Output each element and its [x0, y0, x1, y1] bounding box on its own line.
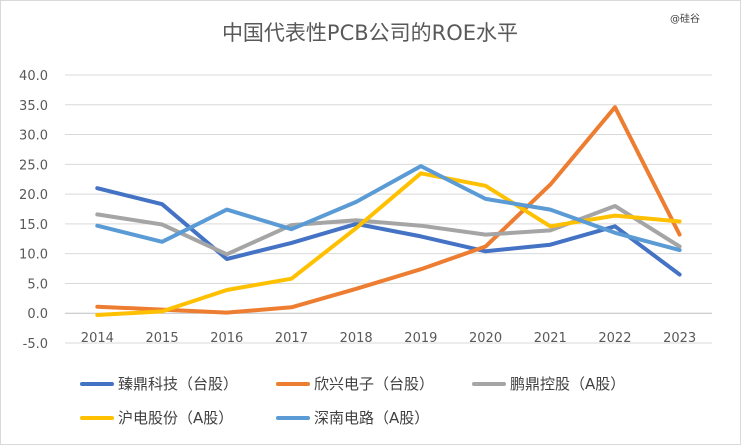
y-tick-label: -5.0 [23, 337, 48, 352]
y-tick-label: 35.0 [19, 99, 48, 114]
legend: 臻鼎科技（台股） 欣兴电子（台股） 鹏鼎控股（A股） 沪电股份（A股） 深南电路（A股） [80, 375, 625, 427]
y-tick-label: 10.0 [19, 248, 48, 263]
legend-item: 沪电股份（A股） [80, 409, 233, 427]
x-axis-ticks: 2014 2015 2016 2017 2018 2019 2020 2021 2022 2023 [81, 331, 696, 346]
x-tick-label: 2023 [663, 331, 696, 346]
legend-item: 深南电路（A股） [276, 409, 429, 427]
series-line [95, 164, 682, 253]
legend-label: 臻鼎科技（台股） [118, 375, 238, 393]
x-tick-label: 2022 [598, 331, 631, 346]
legend-label: 沪电股份（A股） [118, 409, 233, 427]
series-line [95, 204, 682, 257]
y-tick-label: 15.0 [19, 218, 48, 233]
y-tick-label: 40.0 [19, 69, 48, 84]
series-line [95, 186, 682, 277]
y-tick-label: 5.0 [27, 277, 48, 292]
chart-title: 中国代表性PCB公司的ROE水平 [222, 21, 518, 45]
legend-item: 鹏鼎控股（A股） [472, 375, 625, 393]
watermark: @硅谷 [670, 12, 700, 25]
legend-label: 鹏鼎控股（A股） [510, 375, 625, 393]
legend-item: 臻鼎科技（台股） [80, 375, 238, 393]
x-tick-label: 2019 [404, 331, 437, 346]
x-tick-label: 2017 [275, 331, 308, 346]
x-tick-label: 2015 [146, 331, 179, 346]
y-tick-label: 20.0 [19, 188, 48, 203]
x-tick-label: 2021 [534, 331, 567, 346]
x-tick-label: 2020 [469, 331, 502, 346]
legend-label: 欣兴电子（台股） [314, 375, 434, 393]
legend-label: 深南电路（A股） [314, 409, 429, 427]
y-tick-label: 0.0 [27, 307, 48, 322]
x-tick-label: 2014 [81, 331, 114, 346]
y-tick-label: 25.0 [19, 158, 48, 173]
y-axis-ticks: -5.0 0.0 5.0 10.0 15.0 20.0 25.0 30.0 35.0 40.0 [19, 69, 48, 352]
legend-item: 欣兴电子（台股） [276, 375, 434, 393]
x-tick-label: 2016 [210, 331, 243, 346]
series-lines [95, 105, 682, 317]
series-line [95, 105, 682, 315]
x-tick-label: 2018 [340, 331, 373, 346]
y-tick-label: 30.0 [19, 129, 48, 144]
gridlines [65, 74, 712, 344]
